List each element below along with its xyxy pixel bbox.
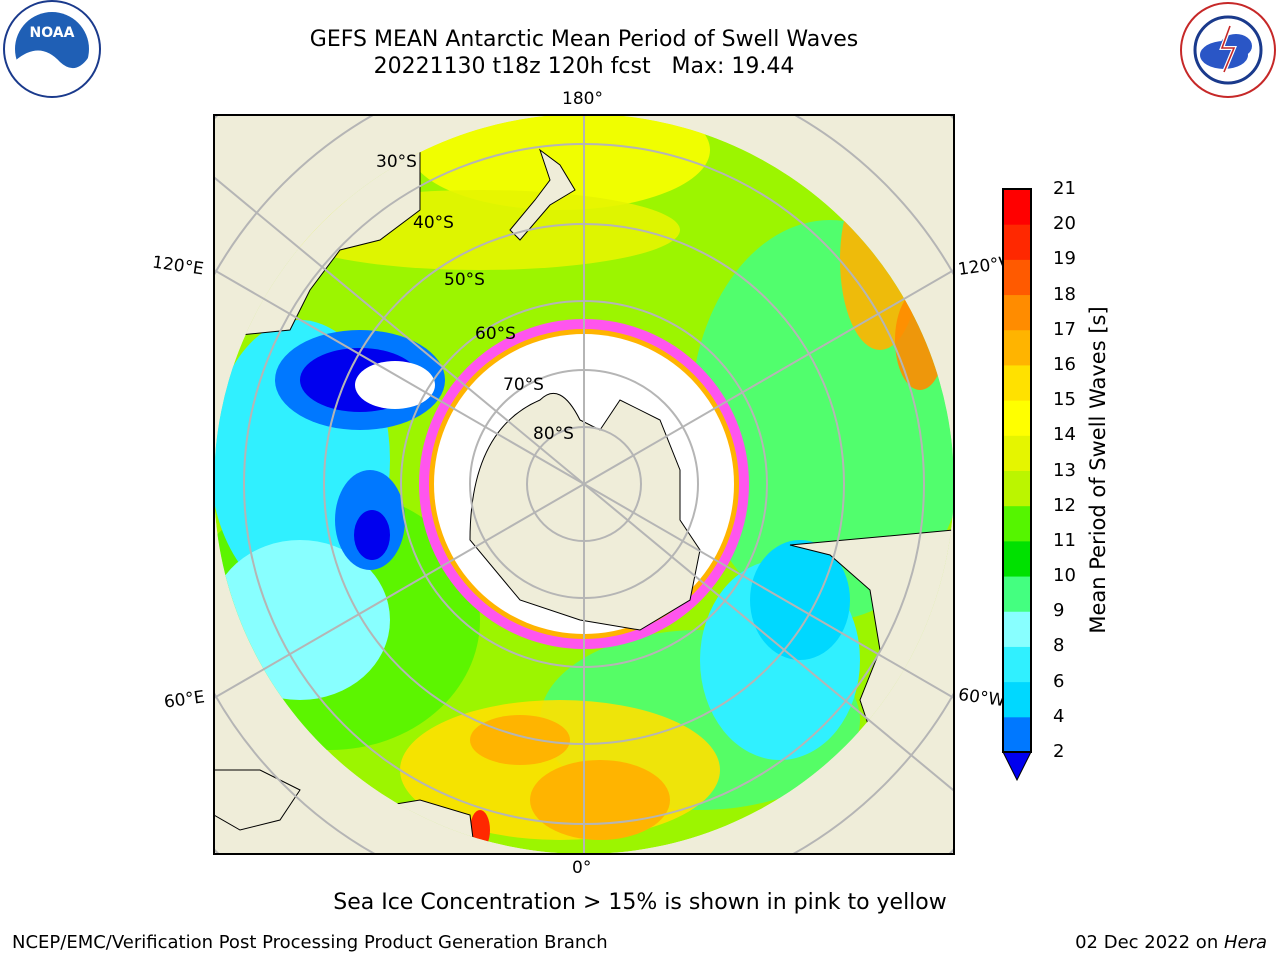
colorbar-tick-label: 16 <box>1053 353 1076 375</box>
title-line-1: GEFS MEAN Antarctic Mean Period of Swell… <box>309 27 859 52</box>
colorbar-segment <box>1003 224 1031 260</box>
colorbar-tick-label: 18 <box>1053 283 1076 305</box>
footer-credit: NCEP/EMC/Verification Post Processing Pr… <box>12 932 608 953</box>
colorbar-segment <box>1003 716 1031 753</box>
footer-date-text: 02 Dec 2022 on <box>1075 932 1224 953</box>
svg-text:NOAA: NOAA <box>30 25 75 41</box>
national-weather-service-logo <box>1180 2 1276 98</box>
noaa-logo: NOAA <box>3 0 101 98</box>
latitude-label-30s: 30°S <box>376 152 417 172</box>
land-outlines <box>214 769 301 831</box>
colorbar-tick-label: 2 <box>1053 741 1065 762</box>
colorbar-tick-label: 12 <box>1053 494 1076 516</box>
colorbar-tick-label: 20 <box>1053 213 1076 235</box>
colorbar-segment <box>1003 646 1031 683</box>
footer-date: 02 Dec 2022 on Hera <box>1075 934 1267 952</box>
latitude-label-60s: 60°S <box>475 324 516 344</box>
colorbar-label: Mean Period of Swell Waves [s] <box>1086 306 1110 634</box>
colorbar-segment <box>1003 259 1031 296</box>
colorbar-tick-label: 4 <box>1053 705 1065 727</box>
map-border <box>213 114 955 855</box>
latitude-label-70s: 70°S <box>503 375 544 395</box>
colorbar-tick-label: 10 <box>1053 565 1076 587</box>
colorbar <box>1002 188 1032 782</box>
colorbar-segment <box>1003 540 1031 577</box>
colorbar-tick-label: 21 <box>1053 178 1076 199</box>
colorbar-tick-label: 11 <box>1053 529 1076 551</box>
colorbar-tick-label: 17 <box>1053 318 1076 340</box>
colorbar-segment <box>1003 364 1031 401</box>
colorbar-tick-label: 13 <box>1053 459 1076 481</box>
colorbar-segment <box>1003 611 1031 647</box>
colorbar-outline <box>1002 188 1032 753</box>
colorbar-tick-label: 8 <box>1053 635 1065 657</box>
colorbar-tick-label: 14 <box>1053 424 1076 446</box>
colorbar-segment <box>1003 435 1031 471</box>
colorbar-segment <box>1003 505 1031 542</box>
colorbar-tick-label: 6 <box>1053 670 1065 692</box>
colorbar-segment <box>1003 681 1031 718</box>
colorbar-segment <box>1003 576 1031 612</box>
latitude-label-40s: 40°S <box>413 213 454 233</box>
colorbar-segment <box>1003 470 1031 507</box>
latitude-label-80s: 80°S <box>533 424 574 444</box>
colorbar-segment <box>1003 189 1031 225</box>
colorbar-segment <box>1003 329 1031 366</box>
meridian-label-180: 180° <box>562 89 603 109</box>
sea-ice-note: Sea Ice Concentration > 15% is shown in … <box>333 890 947 915</box>
footer-host: Hera <box>1223 932 1267 953</box>
title-line-2: 20221130 t18z 120h fcst Max: 19.44 <box>373 54 795 79</box>
colorbar-segment <box>1003 294 1031 331</box>
meridian-label-0: 0° <box>572 858 592 878</box>
latitude-label-50s: 50°S <box>444 270 485 290</box>
colorbar-tick-label: 19 <box>1053 248 1076 270</box>
colorbar-tick-label: 15 <box>1053 389 1076 411</box>
colorbar-segment <box>1003 400 1031 436</box>
colorbar-extend-arrow <box>1002 751 1032 782</box>
graticule <box>214 115 954 854</box>
colorbar-tick-label: 9 <box>1053 600 1065 622</box>
